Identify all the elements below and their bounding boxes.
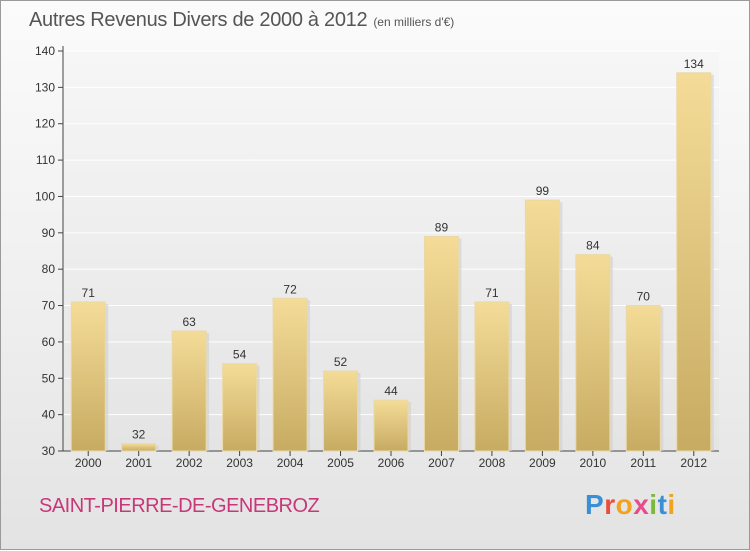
- bar: [70, 301, 106, 452]
- bar: [676, 72, 712, 452]
- bar: [373, 399, 409, 452]
- logo-letter: r: [604, 489, 616, 520]
- logo-letter: t: [657, 489, 668, 520]
- logo-letter: i: [649, 489, 658, 520]
- bar: [121, 443, 157, 452]
- chart-subtitle: (en milliers d'€): [373, 15, 455, 29]
- bar: [625, 305, 661, 452]
- y-tick-label: 30: [42, 444, 56, 458]
- bar: [222, 363, 258, 452]
- chart-title-text: Autres Revenus Divers de 2000 à 2012: [29, 9, 368, 31]
- bar-value-label: 70: [637, 290, 651, 304]
- x-tick-label: 2001: [125, 456, 152, 470]
- x-tick-label: 2012: [680, 456, 707, 470]
- bar: [474, 301, 510, 452]
- bar: [524, 199, 560, 452]
- y-tick-label: 120: [35, 117, 55, 131]
- y-tick-label: 100: [35, 189, 55, 203]
- bar: [575, 254, 611, 452]
- x-tick-label: 2008: [479, 456, 506, 470]
- logo-letter: i: [667, 489, 676, 520]
- y-tick-label: 90: [42, 226, 56, 240]
- logo-letter: P: [585, 489, 605, 520]
- x-tick-label: 2009: [529, 456, 556, 470]
- x-tick-label: 2011: [630, 456, 656, 470]
- bar-value-label: 89: [435, 220, 449, 234]
- y-tick-label: 80: [42, 262, 56, 276]
- commune-name: SAINT-PIERRE-DE-GENEBROZ: [39, 495, 320, 517]
- x-tick-label: 2010: [579, 456, 606, 470]
- bar-value-label: 99: [536, 184, 550, 198]
- y-tick-label: 40: [42, 408, 56, 422]
- bar: [323, 370, 359, 452]
- bar: [272, 297, 308, 452]
- x-tick-label: 2004: [277, 456, 304, 470]
- logo-letter: x: [633, 489, 650, 520]
- bar: [171, 330, 207, 452]
- bar-value-label: 71: [485, 286, 499, 300]
- x-tick-label: 2006: [378, 456, 405, 470]
- y-tick-label: 50: [42, 371, 56, 385]
- bar-value-label: 72: [283, 282, 297, 296]
- x-tick-label: 2000: [75, 456, 102, 470]
- x-tick-label: 2005: [327, 456, 354, 470]
- y-tick-label: 70: [42, 299, 56, 313]
- bar-value-label: 32: [132, 428, 146, 442]
- bar-value-label: 52: [334, 355, 348, 369]
- logo-letter: o: [615, 489, 634, 520]
- x-tick-label: 2003: [226, 456, 253, 470]
- bar: [423, 235, 459, 452]
- bar-value-label: 134: [684, 57, 704, 71]
- x-tick-label: 2002: [176, 456, 203, 470]
- bar-value-label: 44: [384, 384, 398, 398]
- proxiti-logo: Proxiti: [585, 489, 676, 521]
- bar-value-label: 71: [82, 286, 96, 300]
- chart-title: Autres Revenus Divers de 2000 à 2012 (en …: [29, 9, 454, 32]
- x-tick-label: 2007: [428, 456, 455, 470]
- bar-value-label: 84: [586, 239, 600, 253]
- y-tick-label: 60: [42, 335, 56, 349]
- y-tick-label: 130: [35, 80, 55, 94]
- y-tick-label: 110: [36, 153, 55, 167]
- bar-value-label: 54: [233, 348, 247, 362]
- bar-value-label: 63: [182, 315, 196, 329]
- y-tick-label: 140: [35, 44, 55, 58]
